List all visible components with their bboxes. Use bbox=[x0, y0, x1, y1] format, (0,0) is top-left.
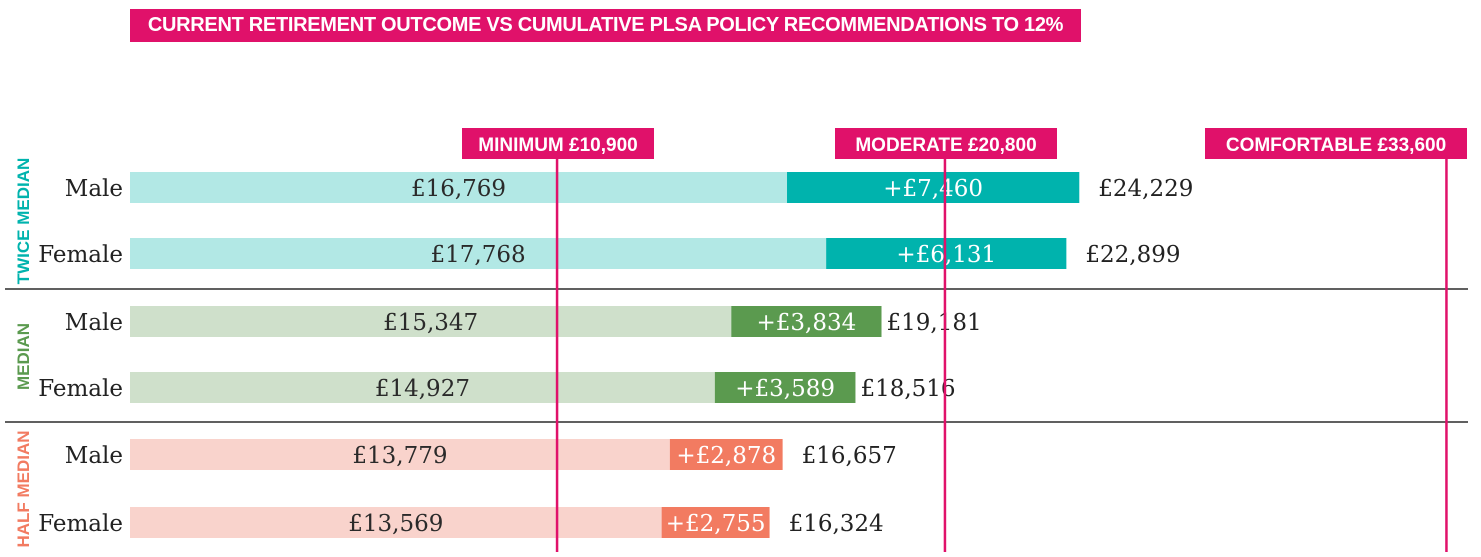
current-outcome-label: £14,927 bbox=[375, 376, 470, 402]
threshold-tag bbox=[462, 128, 654, 159]
chart-title: CURRENT RETIREMENT OUTCOME VS CUMULATIVE… bbox=[130, 9, 1081, 42]
current-outcome-bar bbox=[130, 507, 662, 538]
threshold-label: MINIMUM £10,900 bbox=[478, 135, 637, 156]
current-outcome-label: £16,769 bbox=[411, 176, 506, 202]
total-outcome-label: £16,657 bbox=[802, 443, 897, 469]
current-outcome-bar bbox=[130, 372, 715, 403]
row-label: Female bbox=[38, 376, 123, 402]
total-outcome-label: £24,229 bbox=[1098, 176, 1193, 202]
current-outcome-label: £17,768 bbox=[431, 242, 526, 268]
policy-increase-bar bbox=[731, 306, 882, 337]
threshold-label: COMFORTABLE £33,600 bbox=[1226, 135, 1446, 156]
row-label: Female bbox=[38, 242, 123, 268]
row-label: Male bbox=[65, 176, 123, 202]
policy-increase-label: +£2,755 bbox=[666, 511, 766, 537]
group-label: HALF MEDIAN bbox=[14, 430, 33, 547]
total-outcome-label: £18,516 bbox=[860, 376, 955, 402]
row-label: Male bbox=[65, 310, 123, 336]
policy-increase-label: +£3,589 bbox=[735, 376, 835, 402]
total-outcome-label: £19,181 bbox=[887, 310, 982, 336]
policy-increase-bar bbox=[714, 372, 856, 403]
policy-increase-label: +£7,460 bbox=[883, 176, 983, 202]
group-label: MEDIAN bbox=[14, 323, 33, 390]
threshold-tag bbox=[1205, 128, 1467, 159]
policy-increase-bar bbox=[669, 439, 783, 470]
threshold-tag bbox=[835, 128, 1057, 159]
current-outcome-label: £13,569 bbox=[348, 511, 443, 537]
row-label: Female bbox=[38, 511, 123, 537]
group-label: TWICE MEDIAN bbox=[14, 158, 33, 285]
total-outcome-label: £22,899 bbox=[1085, 242, 1180, 268]
row-label: Male bbox=[65, 443, 123, 469]
current-outcome-label: £15,347 bbox=[383, 310, 478, 336]
current-outcome-label: £13,779 bbox=[352, 443, 447, 469]
total-outcome-label: £16,324 bbox=[789, 511, 884, 537]
current-outcome-bar bbox=[130, 238, 827, 269]
policy-increase-bar bbox=[826, 238, 1067, 269]
policy-increase-bar bbox=[661, 507, 770, 538]
policy-increase-label: +£3,834 bbox=[757, 310, 857, 336]
current-outcome-bar bbox=[130, 306, 732, 337]
policy-increase-label: +£6,131 bbox=[896, 242, 996, 268]
policy-increase-bar bbox=[787, 172, 1080, 203]
current-outcome-bar bbox=[130, 439, 670, 470]
policy-increase-label: +£2,878 bbox=[676, 443, 776, 469]
current-outcome-bar bbox=[130, 172, 788, 203]
threshold-label: MODERATE £20,800 bbox=[855, 135, 1036, 156]
